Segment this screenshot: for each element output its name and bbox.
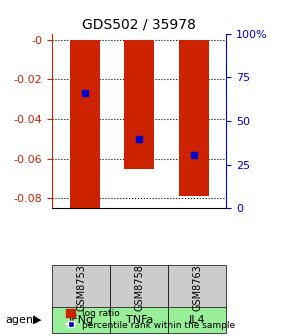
Title: GDS502 / 35978: GDS502 / 35978 xyxy=(82,17,196,31)
Text: GSM8758: GSM8758 xyxy=(134,264,144,311)
Text: GSM8753: GSM8753 xyxy=(76,264,86,311)
Text: TNFa: TNFa xyxy=(126,315,153,325)
Text: IFNg: IFNg xyxy=(69,315,94,325)
Bar xyxy=(179,40,209,197)
Bar xyxy=(124,40,154,169)
Legend: log ratio, percentile rank within the sample: log ratio, percentile rank within the sa… xyxy=(64,307,237,332)
Text: agent: agent xyxy=(6,315,38,325)
Bar xyxy=(70,40,100,220)
Text: GSM8763: GSM8763 xyxy=(192,264,202,311)
Text: IL4: IL4 xyxy=(189,315,206,325)
Text: ▶: ▶ xyxy=(33,315,42,325)
